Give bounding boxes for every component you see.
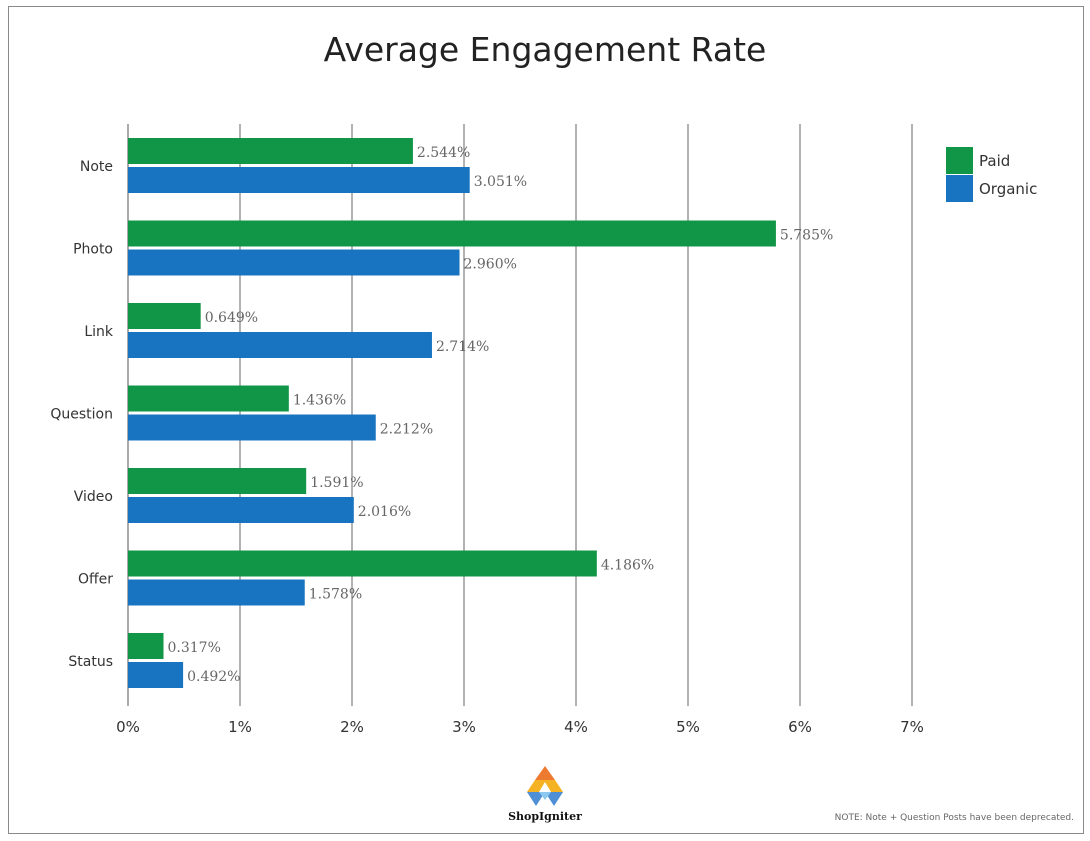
y-category-label: Note [80,159,113,175]
data-label: 2.016% [358,504,411,520]
bar-organic [128,249,460,276]
bar-paid [128,303,201,329]
y-category-label: Link [84,324,114,340]
shopigniter-logo: ShopIgniter [505,766,585,823]
footer-note: NOTE: Note + Question Posts have been de… [834,813,1074,823]
bar-organic [128,662,184,688]
flame-logo-icon [527,766,563,806]
data-label: 1.578% [309,587,362,603]
data-label: 2.960% [464,257,517,273]
bar-organic [128,414,376,441]
data-label: 4.186% [601,558,654,574]
legend-label: Organic [979,179,1038,198]
bar-organic [128,167,470,193]
x-tick-label: 7% [900,718,924,736]
x-tick-label: 0% [116,718,140,736]
bar-paid [128,633,164,659]
bar-paid [128,550,597,577]
y-category-label: Video [74,489,113,505]
data-label: 3.051% [474,174,527,190]
x-tick-label: 1% [228,718,252,736]
chart-frame [8,6,1084,834]
legend-swatch-organic [946,175,973,202]
data-label: 2.212% [380,422,433,438]
legend-item-paid: Paid [946,147,1010,174]
data-label: 1.436% [293,393,346,409]
legend-label: Paid [979,151,1011,170]
bar-organic [128,497,354,523]
legend-swatch-paid [946,147,973,174]
bar-paid [128,138,413,164]
y-category-label: Offer [78,572,113,588]
data-label: 0.317% [168,640,221,656]
bar-paid [128,220,776,247]
x-tick-label: 6% [788,718,812,736]
x-tick-label: 5% [676,718,700,736]
bar-organic [128,332,432,358]
x-tick-label: 4% [564,718,588,736]
logo-text: ShopIgniter [508,810,582,823]
y-category-label: Question [50,407,113,423]
legend-item-organic: Organic [946,175,1037,202]
bar-paid [128,385,289,412]
y-category-label: Status [68,654,113,670]
bar-paid [128,468,307,494]
chart-title: Average Engagement Rate [323,30,767,69]
x-tick-label: 2% [340,718,364,736]
data-label: 0.492% [187,669,240,685]
data-label: 2.544% [417,145,470,161]
data-label: 1.591% [310,475,363,491]
data-label: 0.649% [205,310,258,326]
data-label: 5.785% [780,228,833,244]
y-category-label: Photo [73,242,113,258]
data-label: 2.714% [436,339,489,355]
x-tick-label: 3% [452,718,476,736]
bar-organic [128,579,305,606]
